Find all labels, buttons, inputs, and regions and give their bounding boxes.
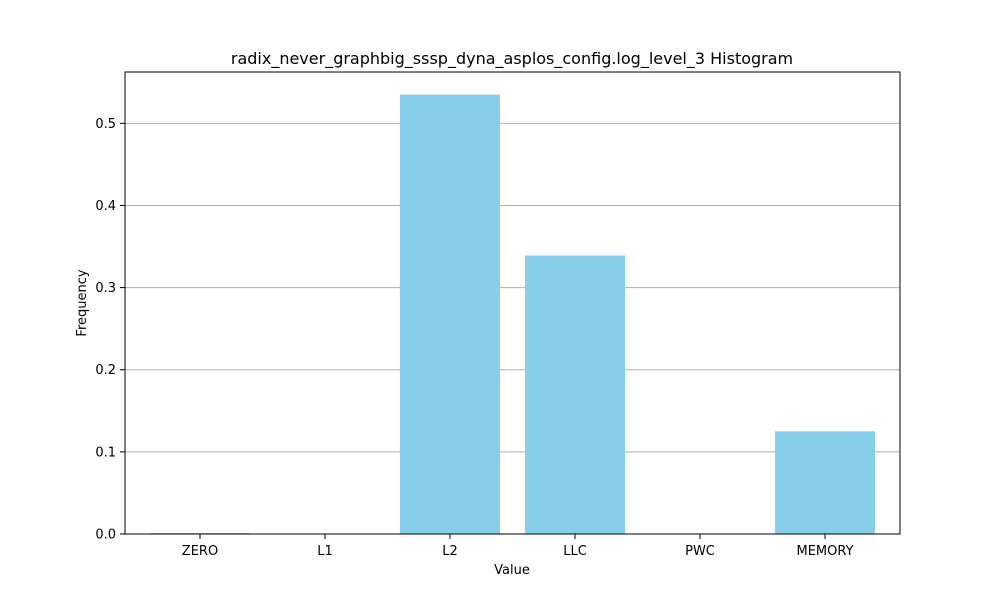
y-tick-label: 0.2 (95, 363, 116, 378)
y-tick-label: 0.0 (95, 528, 116, 543)
chart-title: radix_never_graphbig_sssp_dyna_asplos_co… (231, 49, 793, 69)
bar-llc (525, 255, 625, 534)
grid-lines (125, 122, 900, 453)
x-tick-label: MEMORY (796, 544, 853, 559)
y-axis-label: Frequency (75, 269, 90, 336)
bar-memory (775, 431, 875, 534)
x-axis-label: Value (494, 563, 530, 578)
x-tick-label: LLC (563, 544, 587, 559)
y-axis: 0.0 0.1 0.2 0.3 0.4 0.5 (95, 117, 125, 543)
y-tick-label: 0.4 (95, 199, 116, 214)
bar-l2 (400, 94, 500, 534)
plot-frame (124, 71, 901, 535)
y-tick-label: 0.5 (95, 117, 116, 132)
y-tick-label: 0.1 (95, 445, 116, 460)
x-tick-label: ZERO (182, 544, 218, 559)
x-tick-label: L1 (317, 544, 333, 559)
y-tick-label: 0.3 (95, 281, 116, 296)
bars (150, 94, 875, 534)
x-tick-label: PWC (685, 544, 715, 559)
x-tick-label: L2 (442, 544, 458, 559)
x-axis: ZERO L1 L2 LLC PWC MEMORY (182, 534, 854, 559)
